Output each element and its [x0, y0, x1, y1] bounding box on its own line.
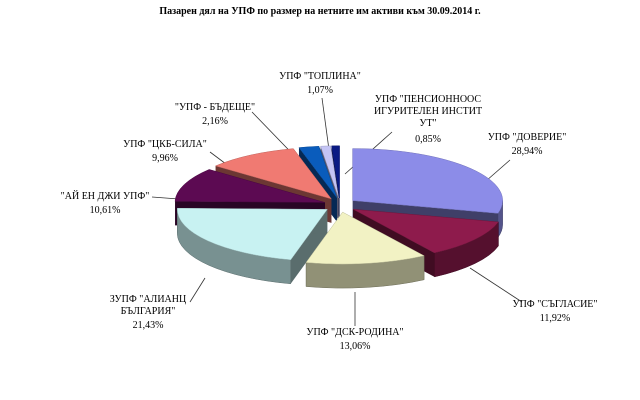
value-label: 13,06%	[339, 341, 371, 352]
leader-line	[469, 267, 523, 303]
value-label: 1,07%	[307, 85, 333, 96]
category-label: УПФ "ПЕНСИОННООСИГУРИТЕЛЕН ИНСТИТУТ"	[373, 94, 483, 129]
slice-top	[214, 148, 333, 200]
value-label: 10,61%	[89, 205, 121, 216]
category-label: ЗУПФ "АЛИАНЦ БЪЛГАРИЯ"	[109, 294, 187, 317]
slice	[305, 211, 425, 289]
slice-top	[352, 208, 499, 254]
category-label: УПФ "СЪГЛАСИЕ"	[512, 299, 598, 310]
value-label: 21,43%	[132, 320, 164, 331]
category-label: УПФ "ДОВЕРИЕ"	[487, 132, 567, 143]
value-label: 0,85%	[415, 134, 441, 145]
slice-top	[305, 211, 425, 265]
slice	[177, 207, 328, 285]
value-label: 9,96%	[152, 153, 178, 164]
slice-top	[298, 146, 338, 199]
slice-top	[174, 169, 326, 203]
category-label: УПФ "ЦКБ-СИЛА"	[123, 139, 207, 150]
chart-title: Пазарен дял на УПФ по размер на нетните …	[159, 6, 481, 17]
slice-top	[331, 145, 340, 198]
value-label: 11,92%	[539, 313, 571, 324]
slice-top	[352, 148, 503, 214]
leader-line	[189, 277, 206, 303]
slice-top	[320, 145, 339, 198]
slice-top	[177, 207, 328, 261]
value-label: 2,16%	[202, 116, 228, 127]
category-label: "АЙ ЕН ДЖИ УПФ"	[60, 191, 150, 202]
category-label: "УПФ - БЪДЕЩЕ"	[174, 102, 256, 113]
category-label: УПФ "ДСК-РОДИНА"	[306, 327, 404, 338]
category-label: УПФ "ТОПЛИНА"	[279, 71, 361, 82]
value-label: 28,94%	[511, 146, 543, 157]
